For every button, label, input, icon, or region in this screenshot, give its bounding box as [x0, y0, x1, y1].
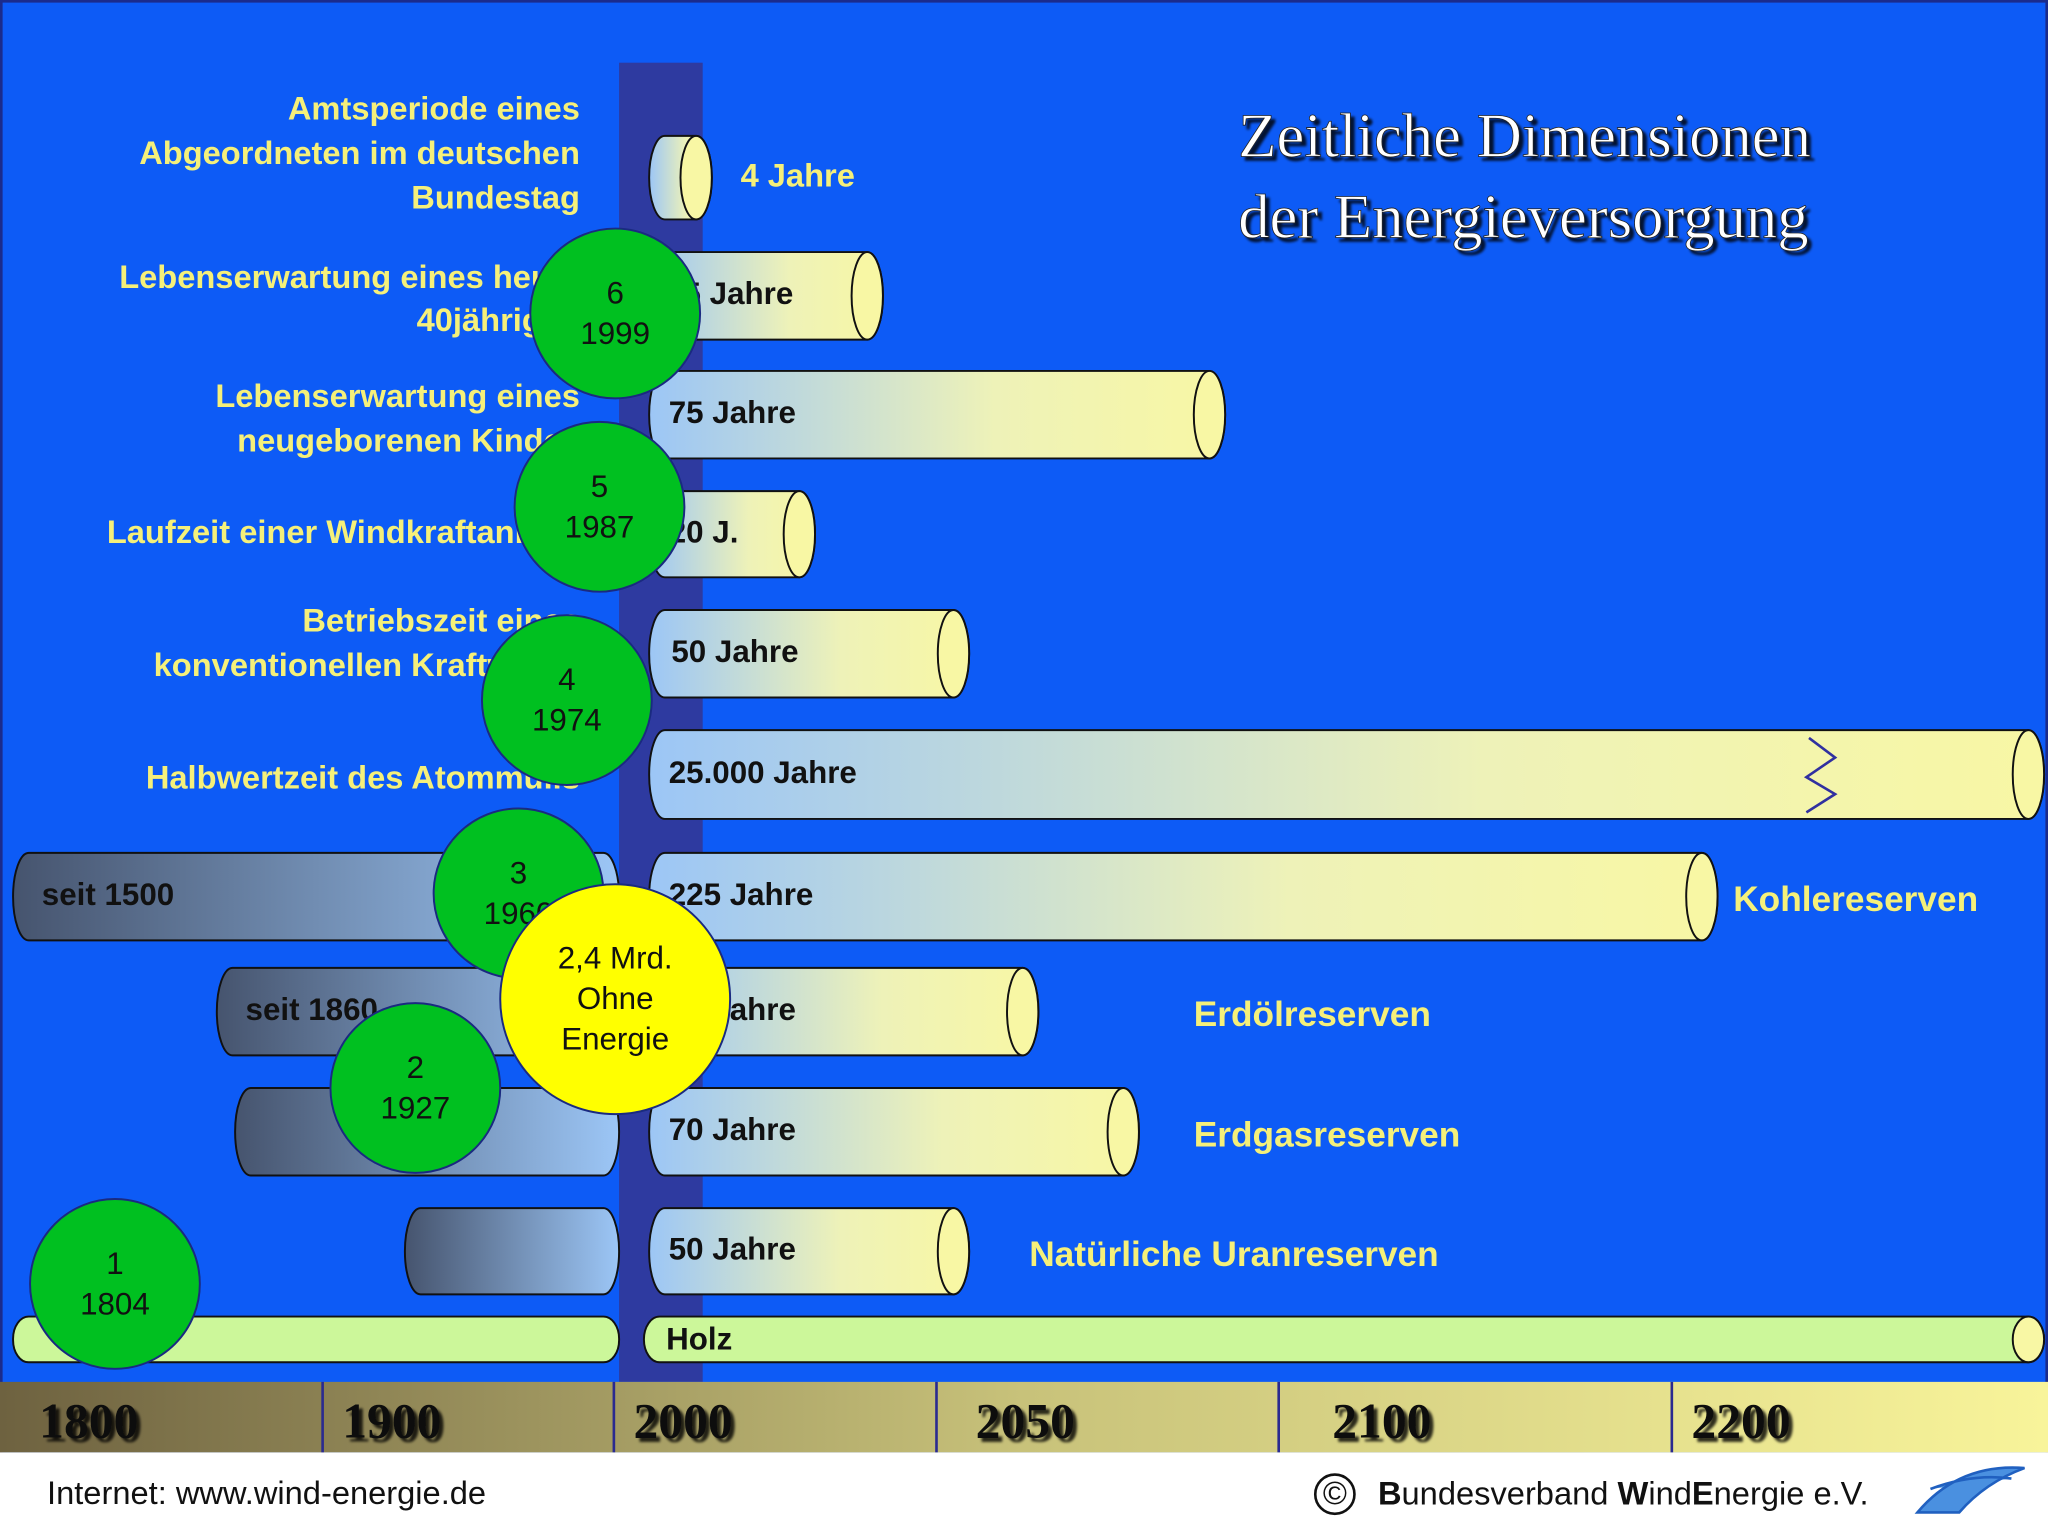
- duration-bar-end: [936, 608, 971, 699]
- highlight-text: Energie: [561, 1021, 669, 1056]
- highlight-circle: [499, 883, 732, 1116]
- duration-bar: [648, 729, 2046, 820]
- milestone-circle: [529, 227, 702, 400]
- milestone-number: 3: [510, 855, 527, 890]
- axis-label: 2050: [976, 1394, 1075, 1449]
- reserve-value: 70 Jahre: [669, 1112, 796, 1147]
- milestone-year: 1974: [532, 703, 602, 738]
- milestone-circle: [29, 1198, 201, 1370]
- row-label: Lebenserwartung eines heute: [119, 258, 580, 295]
- axis-label: 2000: [633, 1394, 732, 1449]
- row-value: 75 Jahre: [669, 395, 796, 430]
- row-label: Amtsperiode eines: [288, 90, 580, 127]
- row-label: neugeborenen Kindes: [237, 421, 580, 458]
- highlight-text: 2,4 Mrd.: [558, 940, 673, 975]
- reserve-bar-end: [1106, 1087, 1140, 1177]
- wood-bar-end: [2011, 1315, 2046, 1364]
- copyright-ring: [1313, 1473, 1356, 1516]
- past-label: seit 1500: [42, 877, 174, 912]
- axis-label: 2100: [1332, 1394, 1431, 1449]
- row-label: Laufzeit einer Windkraftanlage: [107, 513, 580, 550]
- wood-label: Holz: [666, 1322, 732, 1357]
- break-mark: [1803, 736, 1838, 814]
- org-rest: nergie e.V.: [1714, 1474, 1869, 1511]
- row-value: 25.000 Jahre: [669, 755, 857, 790]
- milestone-number: 2: [407, 1050, 424, 1085]
- reserve-value: 50 Jahre: [669, 1232, 796, 1267]
- reserve-value: 225 Jahre: [669, 877, 814, 912]
- axis-label: 2200: [1691, 1394, 1790, 1449]
- title: Zeitliche Dimensionen: [1238, 101, 1811, 171]
- duration-bar-end: [1192, 369, 1227, 460]
- milestone-number: 5: [591, 469, 608, 504]
- reserve-name: Erdölreserven: [1194, 995, 1431, 1034]
- footer-org: Bundesverband WindEnergie e.V.: [1378, 1474, 1869, 1511]
- reserve-bar-end: [1006, 966, 1040, 1057]
- logo: [1914, 1466, 2025, 1514]
- reserve-bar-end: [936, 1207, 971, 1296]
- timeline: [0, 1381, 2048, 1453]
- row-label: Lebenserwartung eines: [215, 377, 580, 414]
- row-label: Bundestag: [411, 178, 580, 215]
- milestone-number: 4: [558, 662, 575, 697]
- footer-internet: Internet: www.wind-energie.de: [47, 1474, 486, 1511]
- reserve-name: Erdgasreserven: [1194, 1115, 1461, 1154]
- footer-copyright: ©: [1323, 1474, 1347, 1511]
- milestone-number: 6: [606, 275, 623, 310]
- title: der Energieversorgung: [1238, 182, 1808, 252]
- milestone-year: 1804: [80, 1286, 150, 1321]
- past-label: seit 1860: [246, 992, 378, 1027]
- highlight-text: Ohne: [577, 981, 654, 1016]
- milestone-year: 1927: [380, 1090, 450, 1125]
- row-label: Halbwertzeit des Atommülls: [146, 758, 580, 795]
- duration-bar-end: [850, 251, 884, 341]
- org-initial: B: [1378, 1474, 1402, 1511]
- row-value: 4 Jahre: [741, 156, 855, 193]
- duration-bar-end: [679, 134, 713, 221]
- milestone-year: 1999: [580, 316, 650, 351]
- org-rest: ind: [1648, 1474, 1692, 1511]
- wood-bar: [642, 1315, 2046, 1364]
- duration-bar-end: [2011, 729, 2046, 820]
- reserve-name: Natürliche Uranreserven: [1029, 1235, 1438, 1274]
- reserve-bar-end: [1685, 851, 1719, 942]
- milestone-year: 1987: [565, 509, 635, 544]
- milestone-circle: [480, 614, 653, 786]
- past-bar: [403, 1207, 621, 1296]
- duration-bar-end: [782, 490, 816, 579]
- milestone-number: 1: [106, 1246, 123, 1281]
- org-initial: E: [1692, 1474, 1714, 1511]
- org-initial: W: [1618, 1474, 1649, 1511]
- axis-label: 1800: [39, 1394, 138, 1449]
- row-value: 50 Jahre: [671, 634, 798, 669]
- milestone-circle: [513, 420, 686, 593]
- reserve-name: Kohlereserven: [1733, 880, 1978, 919]
- row-label: Abgeordneten im deutschen: [139, 134, 580, 171]
- footer-bar: [0, 1452, 2048, 1536]
- org-rest: undesverband: [1402, 1474, 1618, 1511]
- axis-label: 1900: [342, 1394, 441, 1449]
- milestone-circle: [329, 1002, 502, 1174]
